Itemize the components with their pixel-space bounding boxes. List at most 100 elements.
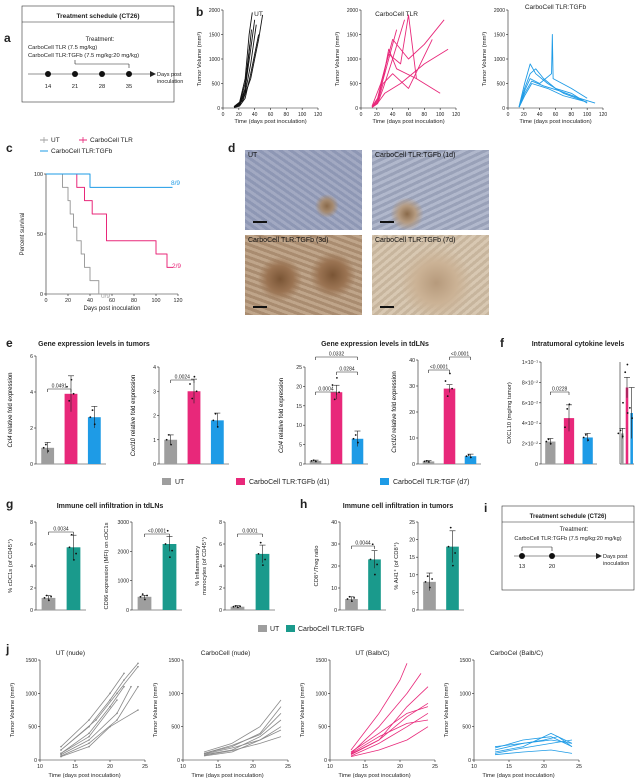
data-point <box>619 429 622 432</box>
y-tick-label: 6×10⁻² <box>522 401 538 407</box>
tumor-growth-curve <box>371 29 398 108</box>
bar <box>210 420 224 464</box>
y-axis-label: Percent survival <box>20 213 26 256</box>
panel-letter: b <box>196 5 203 19</box>
x-tick-label: 20 <box>541 764 547 770</box>
bar <box>464 456 477 464</box>
y-tick-label: 0 <box>34 758 37 764</box>
x-axis-label: Time (days post inoculation) <box>372 119 444 125</box>
x-axis-label: Time (days post inoculation) <box>48 773 120 779</box>
survival-curve <box>46 173 173 188</box>
tumor-growth-curve <box>371 19 445 107</box>
y-tick-label: 2 <box>30 586 33 592</box>
data-point <box>621 435 624 438</box>
data-point <box>193 375 196 378</box>
y-axis-label: monocytes (of CD45⁺) <box>201 537 208 595</box>
x-tick-label: 60 <box>406 112 412 118</box>
data-point <box>212 419 215 422</box>
y-tick-label: 100 <box>34 172 43 178</box>
data-point <box>447 545 450 548</box>
x-tick-label: 60 <box>109 298 115 304</box>
p-value: 0.0004 <box>318 387 334 393</box>
plot-title: CarboCell TLR:TGFb <box>525 4 587 11</box>
y-tick-label: 10 <box>331 586 337 592</box>
data-point <box>48 599 50 602</box>
bar <box>625 387 629 464</box>
bar <box>164 439 178 464</box>
y-tick-label: 20 <box>409 410 415 416</box>
legend-swatch <box>162 478 171 485</box>
x-tick-label: 15 <box>215 764 221 770</box>
p-value: <0.0001 <box>148 529 166 535</box>
tumor-growth-curve <box>203 736 282 756</box>
tumor-growth-curve <box>494 739 573 748</box>
data-point <box>617 432 620 435</box>
data-point <box>60 749 62 751</box>
y-tick-label: 0 <box>177 758 180 764</box>
panel-letter: e <box>6 336 13 350</box>
x-tick-label: 15 <box>72 764 78 770</box>
micrograph-caption: CarboCell TLR:TGFb (7d) <box>375 237 456 244</box>
bar <box>137 596 152 610</box>
panel-letter: c <box>6 141 13 155</box>
plot-title: UT <box>254 11 263 18</box>
bar <box>443 388 456 464</box>
legend-swatch <box>286 625 295 632</box>
data-point <box>88 739 90 741</box>
timeline-axis-label: inoculation <box>603 561 629 567</box>
data-point <box>216 425 219 428</box>
x-tick-label: 100 <box>152 298 161 304</box>
data-point <box>446 395 449 398</box>
y-tick-label: 500 <box>497 82 506 88</box>
data-point <box>376 563 378 566</box>
schedule-title: Treatment schedule (CT26) <box>56 13 139 20</box>
timeline-axis-label: Days post <box>157 72 182 78</box>
y-tick-label: 0 <box>412 462 415 468</box>
y-tick-label: 1500 <box>315 658 327 664</box>
data-point <box>568 403 571 406</box>
data-point <box>89 416 92 419</box>
tumor-growth-curve <box>518 63 584 107</box>
data-point <box>167 434 170 436</box>
timeline-arrow <box>150 71 156 77</box>
legend-label: CarboCell TLR:TGFb (d1) <box>249 479 329 486</box>
day-label: 21 <box>72 84 78 90</box>
tumor-growth-curve <box>350 673 422 754</box>
schedule-box <box>21 5 175 103</box>
survival-annotation: 8/9 <box>171 180 180 187</box>
legend-label: CarboCell TLR:TGF (d7) <box>393 479 470 486</box>
data-point <box>123 685 125 688</box>
tumor-growth-curve <box>60 709 139 758</box>
y-tick-label: 10 <box>296 423 302 429</box>
data-point <box>195 390 198 393</box>
y-tick-label: 50 <box>37 232 43 238</box>
data-point <box>75 552 77 555</box>
y-tick-label: 8×10⁻² <box>522 380 538 386</box>
y-tick-label: 25 <box>296 365 302 371</box>
bar <box>187 391 201 464</box>
tumor-growth-curve <box>350 726 429 758</box>
x-tick-label: 80 <box>131 298 137 304</box>
data-point <box>312 459 315 462</box>
x-axis-label: Days post inoculation <box>83 306 140 312</box>
legend-swatch <box>258 625 267 632</box>
y-tick-label: 1500 <box>494 33 505 39</box>
y-tick-label: 2 <box>219 586 222 592</box>
scale-bar <box>253 306 267 308</box>
y-tick-label: 30 <box>409 384 415 390</box>
micrograph-7d: CarboCell TLR:TGFb (7d) <box>372 235 489 315</box>
data-point <box>70 378 73 381</box>
data-point <box>109 699 111 701</box>
y-tick-label: 30 <box>331 542 337 548</box>
data-point <box>310 459 313 462</box>
y-tick-label: 1500 <box>209 33 220 39</box>
x-axis-label: Time (days post inoculation) <box>482 773 554 779</box>
y-axis-label: Ccl4 relative fold expression <box>279 378 285 453</box>
data-point <box>622 401 624 404</box>
data-point <box>137 665 139 668</box>
tumor-growth-curve <box>518 68 588 108</box>
section-title: Immune cell infiltration in tdLNs <box>57 503 164 510</box>
treatment-label: Treatment: <box>86 37 115 43</box>
data-point <box>45 594 48 597</box>
y-tick-label: 1×10⁻¹ <box>522 360 538 366</box>
